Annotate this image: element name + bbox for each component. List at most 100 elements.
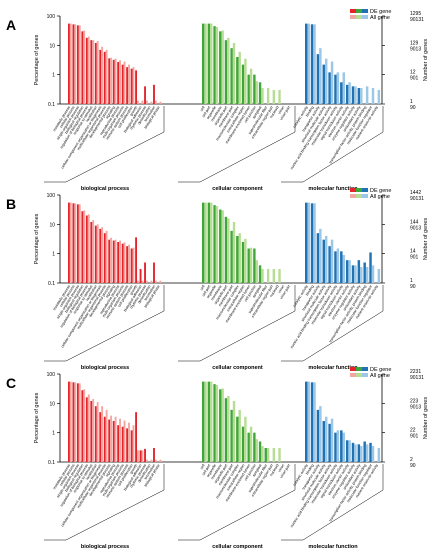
bar-cc-de — [202, 23, 205, 104]
group-bracket — [178, 285, 296, 362]
bar-bp-de — [153, 448, 155, 462]
bar-mf-all — [365, 444, 369, 462]
bar-bp-all — [96, 402, 99, 462]
left-tick-label: 100 — [47, 193, 56, 199]
bar-cc-all — [249, 68, 253, 104]
bar-mf-de — [351, 86, 355, 104]
bar-mf-all — [324, 416, 328, 462]
bar-bp-de — [139, 450, 142, 462]
panel-letter: C — [6, 375, 16, 391]
category-label: symplast — [252, 105, 263, 119]
bar-bp-de — [112, 420, 115, 462]
group-label-cc: cellular component — [212, 544, 263, 550]
bar-mf-de — [305, 23, 308, 104]
bar-mf-de — [369, 252, 372, 283]
bar-cc-all — [249, 426, 253, 462]
category-label: cell part — [201, 105, 211, 118]
y-axis-title-right: Number of genes — [423, 39, 429, 81]
bar-mf-all — [313, 203, 316, 283]
bar-mf-de — [363, 441, 366, 462]
bar-cc-all — [255, 439, 258, 462]
bar-bp-de — [81, 31, 84, 104]
bar-mf-all — [313, 24, 316, 105]
right-tick-label-de: 1295 — [410, 11, 421, 17]
y-axis-title-right: Number of genes — [423, 397, 429, 439]
bar-bp-de — [153, 84, 155, 104]
bar-bp-all — [141, 280, 144, 283]
bar-cc-all — [244, 58, 247, 104]
left-tick-label: 100 — [47, 372, 56, 378]
category-label: signaling — [105, 284, 116, 298]
bar-cc-all — [272, 90, 276, 104]
panel-letter: B — [6, 196, 16, 212]
bar-bp-all — [110, 237, 113, 283]
bar-cc-all — [227, 218, 230, 283]
bar-cc-de — [258, 265, 262, 283]
bar-bp-all — [119, 240, 121, 283]
bar-bp-all — [92, 220, 95, 283]
bar-bp-de — [103, 416, 106, 462]
bar-bp-de — [94, 406, 97, 462]
bar-bp-de — [99, 228, 102, 283]
bar-mf-all — [307, 23, 310, 104]
bar-mf-de — [334, 251, 337, 283]
legend-swatch — [350, 15, 356, 19]
bar-bp-de — [126, 246, 129, 283]
bar-bp-de — [130, 68, 133, 104]
left-tick-label: 1 — [52, 252, 55, 258]
bar-cc-de — [236, 57, 239, 104]
bar-bp-de — [68, 202, 70, 283]
bar-cc-all — [210, 202, 213, 283]
bar-bp-all — [137, 280, 139, 283]
bar-cc-all — [204, 23, 207, 104]
bar-mf-de — [351, 442, 355, 462]
bar-bp-de — [72, 203, 75, 283]
bar-mf-all — [342, 72, 345, 104]
bar-bp-all — [119, 418, 121, 462]
legend-swatch — [362, 9, 368, 13]
bar-mf-de — [322, 64, 325, 104]
legend-label-de: DE gene — [370, 188, 391, 194]
bar-cc-de — [241, 64, 245, 104]
bar-mf-all — [354, 265, 357, 283]
bar-cc-de — [207, 381, 211, 462]
bar-bp-all — [92, 40, 95, 104]
bar-bp-de — [99, 49, 102, 104]
category-label: virion part — [279, 105, 291, 121]
category-label: nucleoid — [269, 284, 279, 297]
group-bracket — [281, 106, 384, 183]
bar-bp-all — [123, 420, 126, 462]
panel-letter: A — [6, 17, 16, 33]
bar-mf-de — [328, 72, 331, 104]
bar-bp-all — [78, 25, 81, 104]
bar-mf-all — [365, 86, 369, 104]
bar-bp-all — [87, 36, 90, 104]
bar-bp-all — [69, 381, 72, 462]
bar-cc-de — [264, 448, 267, 462]
bar-cc-de — [207, 202, 211, 283]
bar-mf-de — [305, 202, 308, 283]
bar-bp-de — [76, 25, 79, 104]
bar-cc-de — [236, 236, 239, 283]
bar-bp-de — [85, 37, 88, 105]
bar-bp-de — [68, 23, 70, 104]
bar-cc-all — [232, 222, 236, 283]
legend-label-de: DE gene — [370, 367, 391, 373]
bar-mf-de — [345, 440, 349, 462]
bar-mf-de — [322, 239, 325, 283]
bar-cc-de — [213, 384, 216, 462]
bar-bp-all — [96, 41, 99, 104]
group-bracket — [44, 285, 165, 362]
bar-bp-all — [78, 204, 81, 283]
bar-cc-all — [227, 395, 230, 462]
right-tick-label-all: 90131 — [410, 375, 424, 381]
bar-bp-all — [123, 242, 126, 283]
legend-swatch — [356, 194, 362, 198]
bar-cc-all — [210, 23, 213, 104]
bar-bp-all — [74, 382, 77, 462]
group-bracket — [44, 464, 165, 541]
bar-cc-de — [236, 416, 239, 462]
panel-A: A 1001010.1129590131129901312901190Percen… — [6, 9, 429, 192]
group-bracket — [44, 106, 165, 183]
